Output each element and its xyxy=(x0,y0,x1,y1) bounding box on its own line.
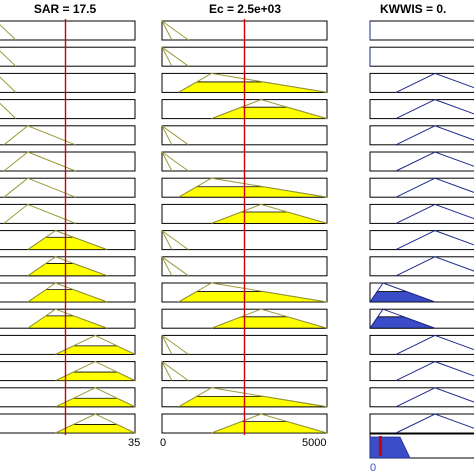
ec-membership-function xyxy=(211,308,328,329)
sar-membership-function xyxy=(27,256,108,277)
sar-membership-function xyxy=(3,203,76,224)
out-membership-function xyxy=(395,387,474,408)
kwwis-column-header: KWWIS = 0. xyxy=(380,2,447,16)
ec-membership-function xyxy=(161,230,189,251)
out-membership-function xyxy=(395,125,474,146)
sar-column-header: SAR = 17.5 xyxy=(33,2,97,16)
out-membership-function xyxy=(395,230,474,251)
sar-membership-function xyxy=(27,230,108,251)
ec-axis-min-label: 0 xyxy=(160,437,167,449)
sar-membership-function xyxy=(3,177,76,198)
ec-membership-function xyxy=(161,361,189,382)
out-rule-frame xyxy=(369,203,474,224)
out-rule-frame xyxy=(369,46,474,67)
out-membership-function xyxy=(395,72,474,93)
sar-membership-function xyxy=(0,76,17,93)
out-membership-function xyxy=(395,413,474,434)
out-rule-frame xyxy=(369,334,474,355)
out-rule-frame xyxy=(369,413,474,434)
ec-membership-function xyxy=(178,282,328,303)
out-membership-function xyxy=(369,308,436,329)
sar-membership-function xyxy=(55,361,136,382)
out-membership-function xyxy=(395,177,474,198)
out-rule-frame xyxy=(369,125,474,146)
sar-membership-function xyxy=(27,308,108,329)
ec-membership-function xyxy=(178,387,328,408)
out-membership-function xyxy=(395,334,474,355)
out-rule-frame xyxy=(369,256,474,277)
out-membership-function xyxy=(395,203,474,224)
column-gap-mask xyxy=(328,18,369,438)
out-rule-frame xyxy=(369,20,474,41)
ec-membership-function xyxy=(178,72,328,93)
sar-membership-function xyxy=(0,102,17,119)
sar-axis-max-label: 35 xyxy=(128,437,141,449)
ec-membership-function xyxy=(211,99,328,120)
sar-rule-frame xyxy=(0,46,136,67)
ec-membership-function xyxy=(161,256,189,277)
column-gap-mask xyxy=(136,18,161,438)
sar-membership-function xyxy=(55,387,136,408)
sar-membership-function xyxy=(55,413,136,434)
ec-membership-function xyxy=(211,203,328,224)
out-rule-frame xyxy=(369,230,474,251)
out-rule-frame xyxy=(369,72,474,93)
out-membership-function xyxy=(395,256,474,277)
sar-membership-function xyxy=(27,282,108,303)
out-membership-function xyxy=(395,361,474,382)
sar-rule-frame xyxy=(0,72,136,93)
sar-membership-function xyxy=(55,334,136,355)
sar-membership-function xyxy=(3,125,76,146)
ec-axis-max-label: 5000 xyxy=(302,437,327,449)
sar-membership-function xyxy=(0,50,17,67)
sar-rule-frame xyxy=(0,20,136,41)
ec-membership-function xyxy=(211,413,328,434)
sar-membership-function xyxy=(3,151,76,172)
ec-column-header: Ec = 2.5e+03 xyxy=(208,2,282,16)
ec-membership-function xyxy=(161,125,189,146)
out-rule-frame xyxy=(369,361,474,382)
ec-membership-function xyxy=(161,46,189,67)
sar-rule-frame xyxy=(0,99,136,120)
out-membership-function xyxy=(395,151,474,172)
ec-membership-function xyxy=(161,20,189,41)
out-rule-frame xyxy=(369,387,474,408)
sar-membership-function xyxy=(0,24,17,41)
out-rule-frame xyxy=(369,177,474,198)
ec-membership-function xyxy=(178,177,328,198)
kwwis-axis-min-label: 0 xyxy=(370,462,377,474)
ec-membership-function xyxy=(161,151,189,172)
out-rule-frame xyxy=(369,99,474,120)
out-membership-function xyxy=(395,99,474,120)
ec-membership-function xyxy=(161,334,189,355)
out-membership-function xyxy=(369,282,436,303)
out-rule-frame xyxy=(369,151,474,172)
